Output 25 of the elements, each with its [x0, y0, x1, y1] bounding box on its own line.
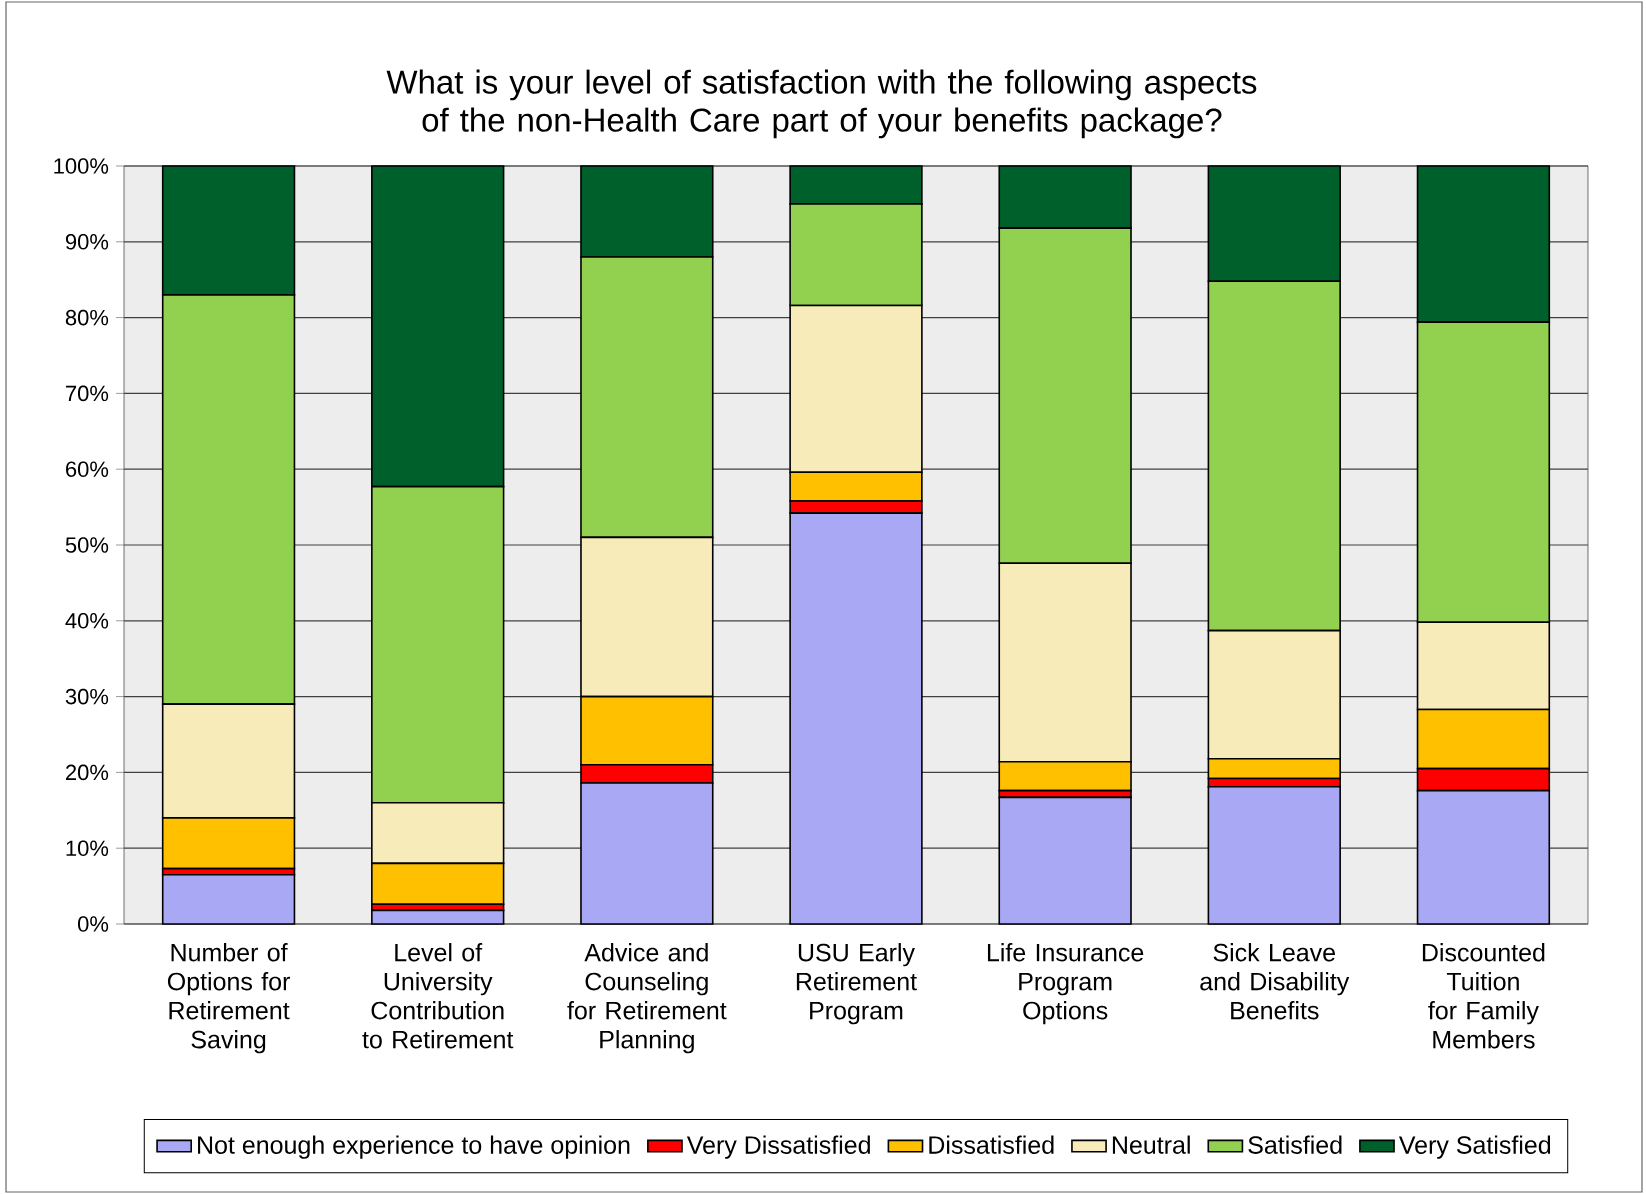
y-tick-label: 10% — [66, 840, 109, 856]
x-tick-label: Number of Options for Retirement Saving — [167, 943, 290, 1054]
x-tick-label: USU Early Retirement Program — [796, 943, 917, 1025]
y-tick-label: 30% — [65, 688, 109, 705]
y-tick-label: 0% — [77, 916, 109, 932]
legend-label: Very Satisfied — [1398, 1135, 1551, 1159]
y-tick-label: 90% — [65, 234, 109, 250]
legend-label: Neutral — [1112, 1135, 1190, 1154]
y-tick-label: 20% — [66, 764, 109, 781]
y-tick-label: 80% — [65, 309, 109, 326]
y-tick-label: 70% — [66, 385, 109, 402]
x-tick-label: Discounted Tuition for Family Members — [1422, 943, 1545, 1049]
x-tick-label: Level of University Contribution to Retirement — [362, 943, 514, 1049]
y-tick-label: 60% — [66, 461, 109, 477]
chart-title: What is your level of satisfaction with the following aspects of the non-Health Care part of your benefits package? — [386, 69, 1257, 139]
legend-label: Not enough experience to have opinion — [198, 1135, 630, 1159]
x-tick-label: Advice and Counseling for Retirement Planning — [567, 943, 727, 1054]
legend-label: Satisfied — [1248, 1135, 1342, 1154]
y-tick-label: 50% — [65, 537, 109, 553]
y-tick-label: 100% — [54, 158, 109, 174]
legend-label: Very Dissatisfied — [686, 1135, 870, 1159]
x-tick-label: Life Insurance Program Options — [987, 943, 1144, 1025]
x-tick-label: Sick Leave and Disability Benefits — [1200, 943, 1350, 1020]
y-tick-label: 40% — [65, 613, 109, 629]
legend-label: Dissatisfied — [929, 1135, 1054, 1154]
